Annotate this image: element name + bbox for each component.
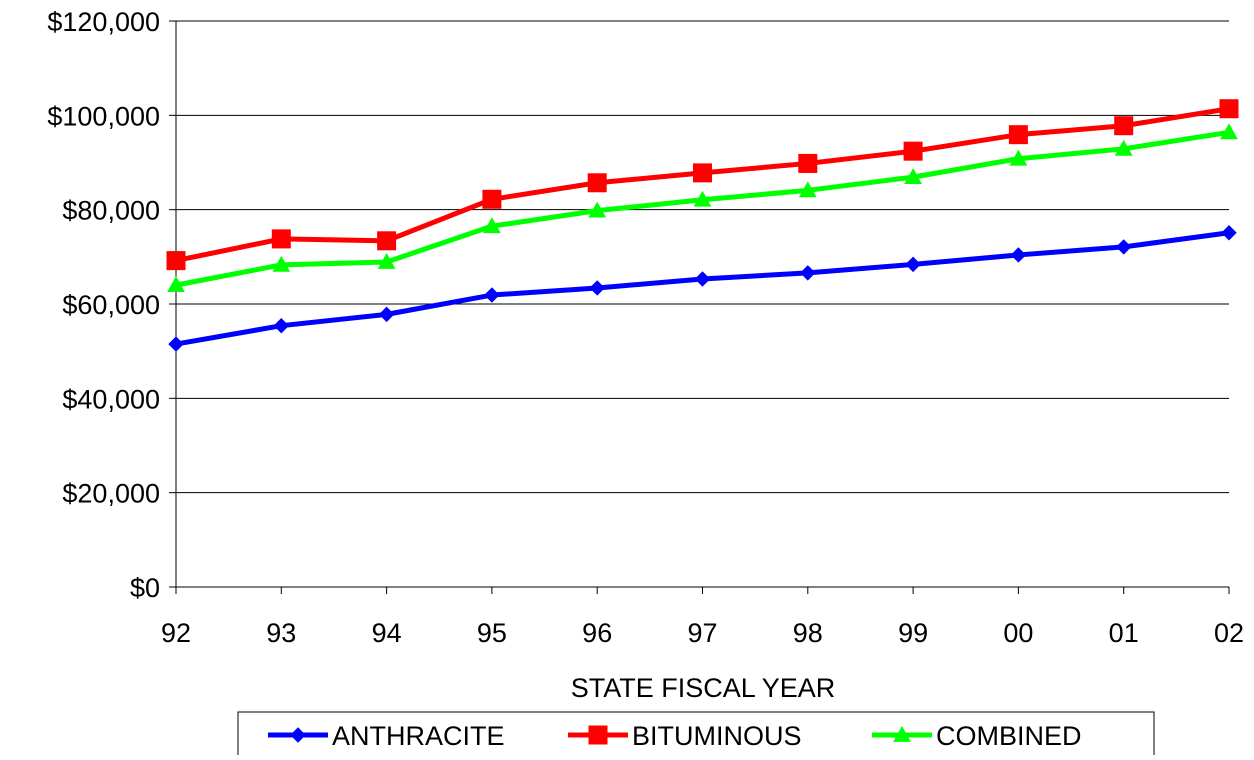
y-tick-label: $80,000: [62, 196, 160, 226]
series-line: [175, 129, 1230, 288]
y-tick-label: $20,000: [62, 479, 160, 509]
data-point-triangle: [1114, 139, 1133, 156]
series-lines: [166, 99, 1239, 352]
y-tick-label: $120,000: [47, 7, 160, 37]
legend-box: [237, 711, 1155, 760]
legend-label: COMBINED: [936, 721, 1082, 751]
legend-item: ANTHRACITE: [268, 721, 505, 751]
data-point-square: [1114, 116, 1134, 136]
legend-item: COMBINED: [872, 721, 1082, 751]
data-point-diamond: [694, 271, 711, 287]
data-point-diamond: [1115, 239, 1132, 255]
data-point-square: [693, 163, 712, 183]
legend: ANTHRACITE BITUMINOUS COMBINED: [237, 711, 1155, 760]
data-point-triangle: [798, 181, 817, 198]
data-point-triangle: [1009, 149, 1028, 166]
x-tick-label: 98: [793, 618, 823, 648]
data-point-triangle: [483, 217, 501, 234]
data-point-square: [377, 231, 397, 251]
series-anthracite: [168, 225, 1237, 352]
data-point-square: [271, 229, 291, 249]
data-point-triangle: [1220, 123, 1238, 140]
legend-label: ANTHRACITE: [332, 721, 505, 751]
legend-item: BITUMINOUS: [568, 721, 802, 751]
x-tick-label: 92: [161, 618, 191, 648]
x-tick-label: 02: [1214, 618, 1244, 648]
data-point-diamond: [800, 265, 816, 281]
tick-labels: $0 $20,000 $40,000 $60,000 $80,000 $100,000 $1…: [47, 7, 1244, 648]
y-tick-label: $60,000: [62, 290, 160, 320]
legend-label: BITUMINOUS: [632, 721, 802, 751]
series-bituminous: [166, 99, 1239, 271]
x-tick-label: 01: [1109, 618, 1139, 648]
data-point-diamond: [484, 287, 500, 303]
data-point-square: [587, 173, 607, 193]
x-tick-label: 95: [477, 618, 507, 648]
data-point-diamond: [378, 306, 395, 323]
x-tick-label: 97: [687, 618, 717, 648]
gridlines: [176, 20, 1229, 588]
x-tick-label: 00: [1003, 618, 1033, 648]
series-line: [175, 106, 1230, 264]
data-point-diamond: [1010, 247, 1027, 263]
data-point-triangle: [893, 725, 911, 742]
data-point-square: [798, 153, 818, 173]
axes: [169, 20, 1230, 594]
data-point-square: [1219, 99, 1239, 119]
data-point-diamond: [168, 336, 184, 352]
data-point-square: [1008, 125, 1028, 145]
data-point-square: [588, 725, 608, 745]
x-axis-title: STATE FISCAL YEAR: [571, 673, 836, 703]
data-point-square: [166, 251, 186, 271]
series-line: [175, 230, 1230, 347]
x-tick-label: 99: [898, 618, 928, 648]
data-point-triangle: [904, 168, 922, 185]
data-point-diamond: [589, 280, 605, 296]
data-point-triangle: [693, 190, 712, 207]
data-point-triangle: [588, 201, 607, 218]
data-point-diamond: [1221, 225, 1237, 241]
data-point-triangle: [272, 255, 291, 272]
data-point-square: [903, 141, 923, 161]
data-point-diamond: [273, 317, 290, 334]
y-tick-label: $100,000: [47, 101, 160, 131]
data-point-triangle: [377, 252, 396, 269]
x-tick-label: 96: [582, 618, 612, 648]
series-combined: [167, 123, 1238, 293]
data-point-triangle: [167, 276, 185, 293]
y-tick-label: $0: [130, 573, 160, 603]
data-point-square: [482, 189, 502, 209]
x-tick-label: 94: [372, 618, 402, 648]
data-point-diamond: [290, 727, 306, 743]
x-tick-label: 93: [266, 618, 296, 648]
y-tick-label: $40,000: [62, 384, 160, 414]
data-point-diamond: [905, 256, 921, 273]
